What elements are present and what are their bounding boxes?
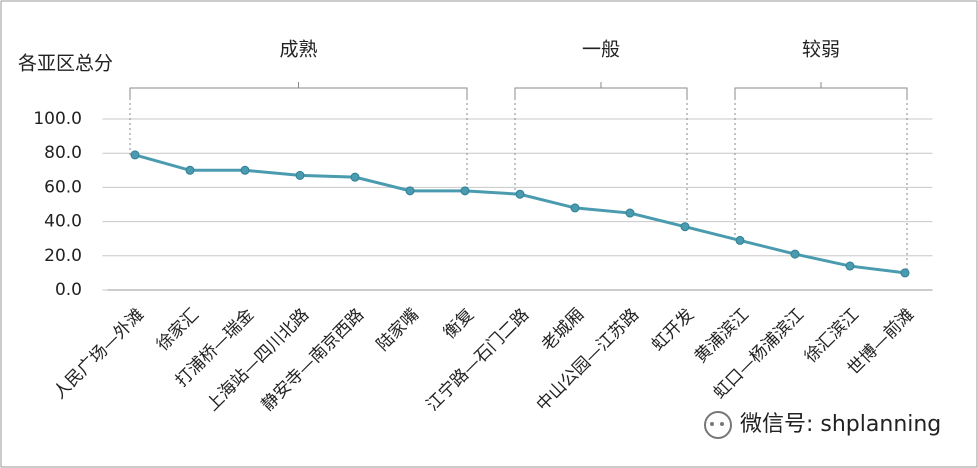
watermark: 微信号: shplanning [704,411,941,439]
watermark-icon-dot [720,422,724,426]
point [405,186,415,196]
group-bracket [514,82,688,98]
y-tick-label: 0.0 [55,280,82,300]
point [515,189,525,199]
point [570,203,580,213]
point [845,261,855,271]
group-label: 成熟 [279,39,317,61]
y-axis-title: 各亚区总分 [18,53,113,75]
y-tick-label: 100.0 [33,109,82,129]
point [350,172,360,182]
point [735,235,745,245]
point [790,249,800,259]
point [680,222,690,232]
point [185,165,195,175]
y-tick-label: 20.0 [44,246,82,266]
watermark-icon [704,411,732,439]
watermark-icon-dot [710,422,714,426]
point [240,165,250,175]
point [625,208,635,218]
point [130,150,140,160]
y-tick-label: 40.0 [44,212,82,232]
group-bracket [129,82,468,98]
group-label: 一般 [582,39,620,61]
point [900,268,910,278]
point [295,170,305,180]
watermark-text: 微信号: shplanning [740,412,941,437]
y-tick-label: 60.0 [44,177,82,197]
point [460,186,470,196]
y-tick-label: 80.0 [44,143,82,163]
group-label: 较弱 [802,39,840,61]
group-bracket [734,82,908,98]
